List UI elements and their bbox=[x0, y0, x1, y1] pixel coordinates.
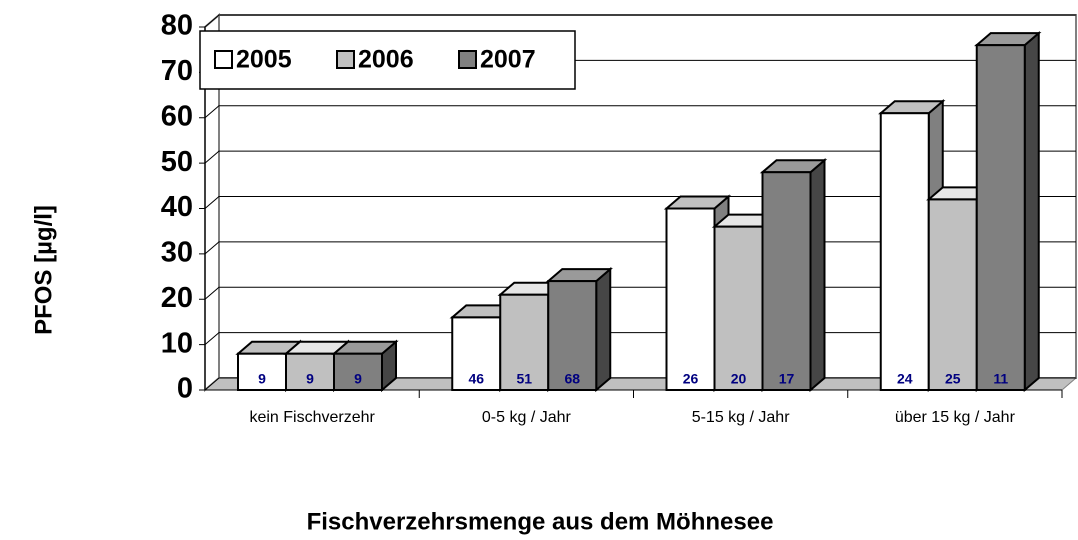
y-tick-label: 10 bbox=[161, 327, 193, 359]
bar-annotation: 9 bbox=[354, 371, 362, 387]
legend-label: 2006 bbox=[358, 46, 414, 74]
grid-line bbox=[204, 150, 1076, 164]
bar-annotation: 24 bbox=[897, 371, 913, 387]
bar-side bbox=[809, 158, 826, 393]
bar-annotation: 51 bbox=[516, 371, 532, 387]
x-axis-label: Fischverzehrsmenge aus dem Möhnesee bbox=[307, 508, 774, 535]
bar-annotation: 9 bbox=[306, 371, 314, 387]
bar bbox=[333, 352, 383, 392]
x-tick-label: über 15 kg / Jahr bbox=[895, 409, 1016, 426]
bar bbox=[451, 316, 502, 391]
y-tick-label: 20 bbox=[161, 282, 193, 314]
bar bbox=[927, 198, 978, 391]
bar bbox=[879, 112, 930, 392]
x-tick-label: 0-5 kg / Jahr bbox=[482, 409, 572, 426]
bar-annotation: 68 bbox=[564, 371, 580, 387]
bar-annotation: 9 bbox=[258, 371, 266, 387]
bar bbox=[761, 171, 812, 391]
grid-line bbox=[204, 14, 1076, 28]
bar bbox=[713, 225, 764, 391]
bar-annotation: 20 bbox=[731, 371, 747, 387]
bar-side bbox=[1023, 30, 1040, 393]
bar-annotation: 25 bbox=[945, 371, 961, 387]
legend-swatch bbox=[214, 50, 233, 69]
bar-annotation: 11 bbox=[993, 371, 1008, 387]
bar-annotation: 17 bbox=[779, 371, 795, 387]
bar bbox=[547, 280, 598, 392]
y-tick-label: 30 bbox=[161, 237, 193, 269]
y-tick-label: 70 bbox=[161, 55, 193, 87]
grid-line bbox=[204, 105, 1076, 119]
bar-side bbox=[595, 266, 612, 393]
bar-annotation: 26 bbox=[683, 371, 699, 387]
y-tick-label: 50 bbox=[161, 146, 193, 178]
y-axis-label: PFOS [µg/l] bbox=[30, 205, 57, 335]
legend-box bbox=[199, 30, 576, 90]
y-tick-label: 80 bbox=[161, 10, 193, 42]
legend-swatch bbox=[458, 50, 477, 69]
legend-label: 2007 bbox=[480, 46, 536, 74]
bar bbox=[975, 44, 1026, 392]
bar bbox=[499, 293, 550, 391]
bar bbox=[665, 207, 716, 391]
y-tick-label: 0 bbox=[177, 373, 193, 405]
bar-annotation: 46 bbox=[468, 371, 484, 387]
legend-swatch bbox=[336, 50, 355, 69]
x-tick-label: kein Fischverzehr bbox=[249, 409, 375, 426]
y-tick-label: 60 bbox=[161, 100, 193, 132]
x-tick-label: 5-15 kg / Jahr bbox=[692, 409, 791, 426]
y-tick-label: 40 bbox=[161, 191, 193, 223]
legend-label: 2005 bbox=[236, 46, 292, 74]
